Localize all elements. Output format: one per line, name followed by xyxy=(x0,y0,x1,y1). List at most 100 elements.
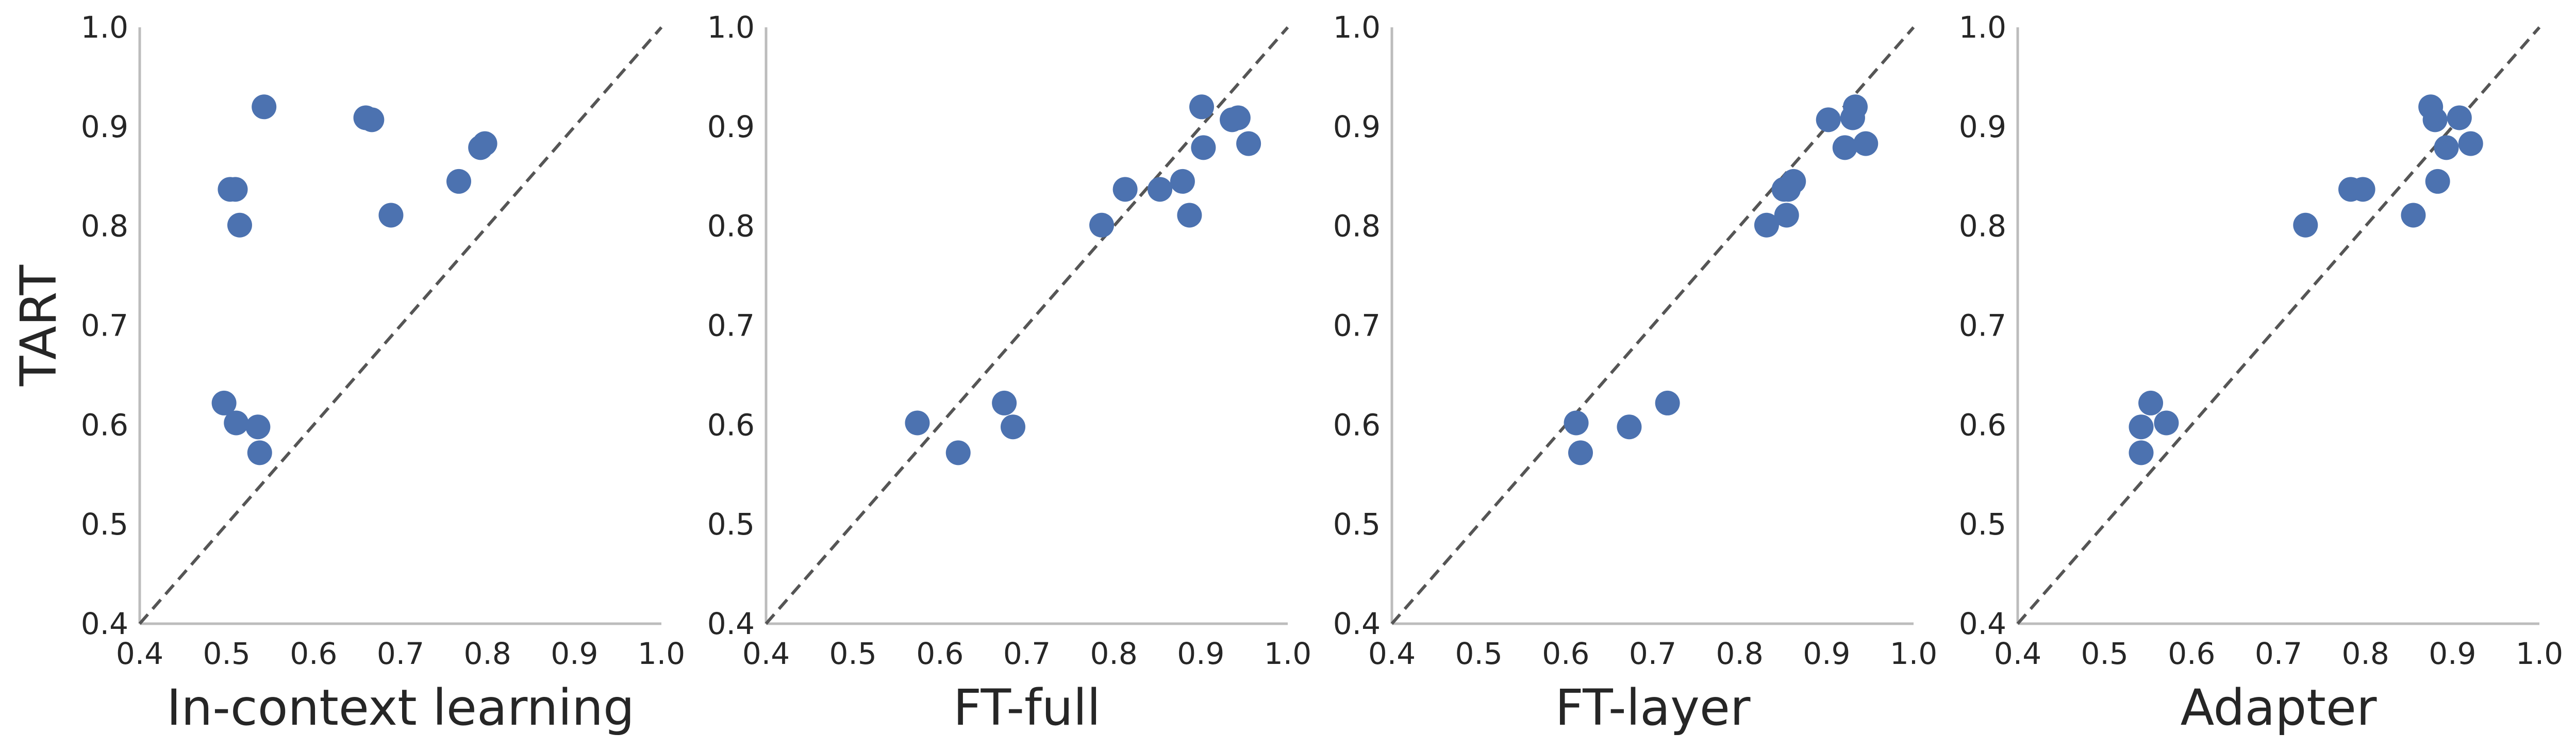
data-point xyxy=(1781,169,1806,194)
x-tick-label: 0.6 xyxy=(290,636,337,671)
data-point xyxy=(1112,177,1138,202)
x-tick-label: 0.7 xyxy=(1629,636,1676,671)
y-tick-label: 0.5 xyxy=(1333,507,1381,542)
panel-3: 0.4 0.5 0.6 0.7 0.8 0.9 1.0 0.4 0.5 0.6 0.7 0.8 0.9 1… xyxy=(1333,10,1937,737)
x-tick-label: 1.0 xyxy=(638,636,685,671)
x-tick-label: 0.8 xyxy=(1090,636,1138,671)
data-point xyxy=(245,414,271,440)
y-tick-label: 0.8 xyxy=(707,209,755,244)
y-tick-label: 0.5 xyxy=(707,507,755,542)
data-point xyxy=(2129,440,2154,465)
data-point xyxy=(1564,410,1589,436)
x-tick-label: 0.5 xyxy=(1455,636,1503,671)
data-point xyxy=(472,131,497,156)
x-tick-label: 0.9 xyxy=(1803,636,1850,671)
y-tick-label: 0.8 xyxy=(81,209,128,244)
y-tick-label: 0.7 xyxy=(81,308,128,343)
x-tick-label: 0.9 xyxy=(2429,636,2476,671)
x-tick-label: 0.9 xyxy=(1177,636,1224,671)
y-tick-label: 0.7 xyxy=(1333,308,1381,343)
diagonal-reference-line xyxy=(765,26,1289,625)
data-point xyxy=(1148,177,1173,202)
data-point xyxy=(1754,212,1779,238)
y-tick-label: 0.6 xyxy=(707,407,755,442)
x-tick-label: 0.8 xyxy=(1716,636,1764,671)
y-tick-label: 1.0 xyxy=(1333,10,1381,45)
y-tick-label: 0.9 xyxy=(1959,109,2006,144)
x-tick-label: 0.9 xyxy=(551,636,598,671)
x-tick-label: 0.5 xyxy=(829,636,877,671)
data-point xyxy=(224,410,249,436)
data-point xyxy=(1774,203,1799,228)
y-tick-label: 0.8 xyxy=(1959,209,2006,244)
data-point xyxy=(446,169,472,194)
data-point xyxy=(1816,107,1841,132)
x-tick-label: 0.6 xyxy=(1542,636,1589,671)
y-tick-label: 0.4 xyxy=(1333,606,1381,641)
data-point xyxy=(1617,414,1642,440)
data-point xyxy=(1191,135,1216,160)
x-axis-title: Adapter xyxy=(2181,679,2377,737)
x-axis-title: In-context learning xyxy=(167,679,635,737)
data-point xyxy=(2422,107,2448,132)
x-tick-label: 0.8 xyxy=(464,636,511,671)
x-tick-label: 0.4 xyxy=(116,636,163,671)
data-point xyxy=(1225,105,1251,130)
data-point xyxy=(1655,390,1680,415)
data-point xyxy=(1853,131,1879,156)
data-point xyxy=(359,107,385,132)
data-point xyxy=(223,177,248,202)
x-tick-label: 0.6 xyxy=(2168,636,2215,671)
y-tick-label: 0.5 xyxy=(81,507,128,542)
y-tick-label: 0.5 xyxy=(1959,507,2006,542)
data-point xyxy=(2458,131,2483,156)
y-tick-label: 0.4 xyxy=(707,606,755,641)
data-point xyxy=(2447,105,2472,130)
data-point xyxy=(2425,169,2450,194)
data-point xyxy=(247,440,272,465)
x-tick-label: 1.0 xyxy=(1890,636,1937,671)
x-tick-label: 1.0 xyxy=(1264,636,1311,671)
diagonal-reference-line xyxy=(1390,26,1915,625)
data-point xyxy=(1170,169,1195,194)
data-point xyxy=(2434,135,2459,160)
x-tick-label: 0.5 xyxy=(203,636,251,671)
data-point xyxy=(1568,440,1593,465)
data-point xyxy=(1189,94,1215,120)
x-tick-label: 0.7 xyxy=(2255,636,2302,671)
diagonal-reference-line xyxy=(138,26,663,625)
data-point xyxy=(227,212,252,238)
x-axis-title: FT-layer xyxy=(1555,679,1751,737)
panel-2: 0.4 0.5 0.6 0.7 0.8 0.9 1.0 0.4 0.5 0.6 0.7 0.8 0.9 1… xyxy=(707,10,1311,737)
data-point xyxy=(905,410,930,436)
y-tick-label: 1.0 xyxy=(707,10,755,45)
data-point xyxy=(2293,212,2318,238)
data-point xyxy=(1842,94,1868,120)
x-tick-label: 0.4 xyxy=(1368,636,1416,671)
panel-1: 0.4 0.5 0.6 0.7 0.8 0.9 1.0 0.4 0.5 0.6 0.7 0.8 0.9 1… xyxy=(10,10,685,737)
data-point xyxy=(2401,203,2426,228)
y-tick-label: 0.7 xyxy=(707,308,755,343)
data-point xyxy=(2129,414,2154,440)
data-point xyxy=(2138,390,2164,415)
y-tick-label: 0.6 xyxy=(1333,407,1381,442)
y-axis-title: TART xyxy=(10,265,68,387)
x-tick-label: 0.4 xyxy=(742,636,790,671)
y-tick-label: 0.4 xyxy=(81,606,128,641)
data-point xyxy=(252,94,277,120)
y-tick-label: 0.4 xyxy=(1959,606,2006,641)
data-point xyxy=(378,203,404,228)
diagonal-reference-line xyxy=(2016,26,2541,625)
x-tick-label: 0.4 xyxy=(1994,636,2041,671)
data-point xyxy=(2350,177,2375,202)
panel-4: 0.4 0.5 0.6 0.7 0.8 0.9 1.0 0.4 0.5 0.6 0.7 0.8 0.9 1… xyxy=(1959,10,2563,737)
data-point xyxy=(1001,414,1026,440)
x-tick-label: 1.0 xyxy=(2516,636,2563,671)
y-tick-label: 0.9 xyxy=(1333,109,1381,144)
y-tick-label: 1.0 xyxy=(1959,10,2006,45)
y-tick-label: 0.6 xyxy=(1959,407,2006,442)
y-tick-label: 1.0 xyxy=(81,10,128,45)
data-point xyxy=(992,390,1017,415)
